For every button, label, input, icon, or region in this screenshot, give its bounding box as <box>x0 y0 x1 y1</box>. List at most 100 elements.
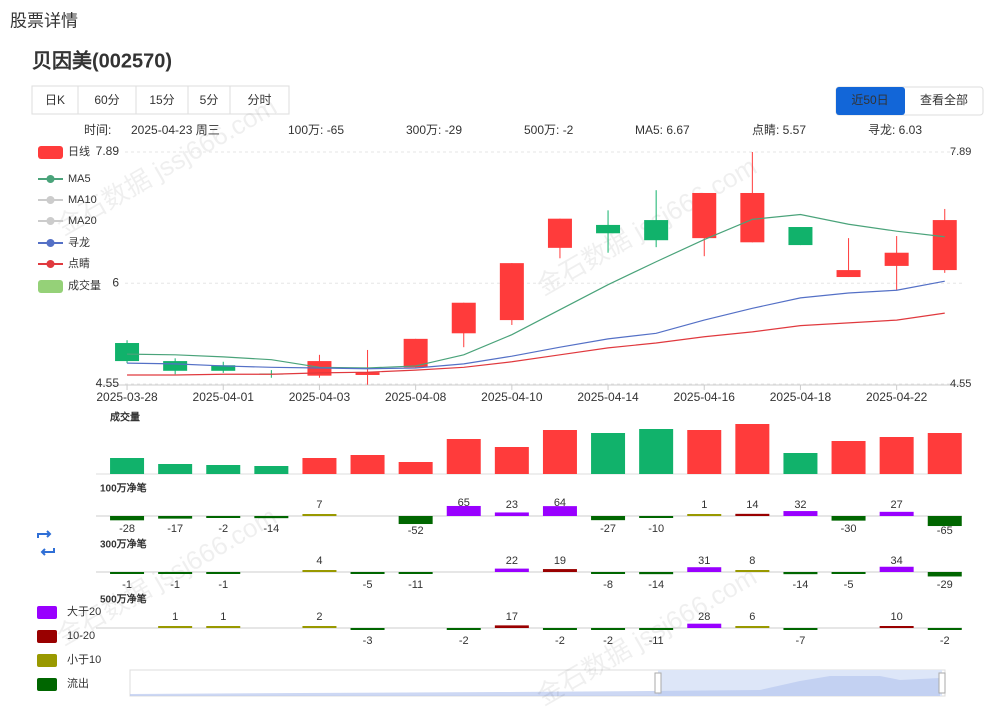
net-bar <box>639 572 674 575</box>
net-bar <box>542 506 577 516</box>
legend-label: 10-20 <box>67 630 95 642</box>
value-label: 1 <box>220 611 226 623</box>
value-label: -65 <box>937 525 953 537</box>
net-bar <box>446 628 481 630</box>
ma-line <box>127 312 945 376</box>
net-bar <box>494 568 529 572</box>
net-bar <box>446 505 481 516</box>
legend-swatch <box>38 280 63 293</box>
x-tick-label: 2025-04-22 <box>866 390 928 404</box>
x-tick-label: 2025-04-10 <box>481 390 543 404</box>
y-limit-label: 7.89 <box>950 146 971 158</box>
ma-line <box>127 213 945 369</box>
legend-label[interactable]: 点睛 <box>68 257 90 270</box>
value-label: 1 <box>172 611 178 623</box>
value-label: 4 <box>316 555 322 567</box>
net-bar <box>639 628 674 630</box>
volume-bar <box>591 433 626 474</box>
legend-label[interactable]: MA20 <box>68 215 97 227</box>
value-label: 22 <box>506 555 518 567</box>
value-label: 65 <box>458 497 470 509</box>
tab[interactable]: 60分 <box>94 93 119 107</box>
net-bar <box>591 628 626 630</box>
volume-bar <box>110 458 145 474</box>
candle-body <box>499 263 524 321</box>
page-title: 股票详情 <box>10 11 78 30</box>
value-label: -11 <box>408 579 423 591</box>
value-label: -28 <box>119 523 135 535</box>
net-bar <box>687 514 722 516</box>
value-label: -5 <box>844 579 854 591</box>
candle-body <box>644 220 669 241</box>
zoom-handle[interactable] <box>654 672 662 694</box>
candle-body <box>355 372 380 375</box>
volume-bar <box>158 464 193 474</box>
value-label: -11 <box>649 635 664 647</box>
tab[interactable]: 分时 <box>247 93 271 107</box>
volume-bar <box>446 439 481 474</box>
value-label: -5 <box>363 579 373 591</box>
net-bar <box>687 567 722 572</box>
net-bar <box>927 516 962 527</box>
net-bar <box>110 572 145 574</box>
legend-swatch <box>46 196 55 204</box>
legend-label[interactable]: 寻龙 <box>68 236 90 249</box>
value-label: 10 <box>891 611 903 623</box>
volume-bar <box>831 441 866 474</box>
net-bar <box>398 572 433 574</box>
candle-body <box>451 302 476 334</box>
volume-bar <box>542 430 577 474</box>
tab[interactable]: 5分 <box>200 93 219 107</box>
legend-label[interactable]: MA5 <box>68 173 91 185</box>
value-label: 23 <box>506 499 518 511</box>
tab[interactable]: 15分 <box>149 93 174 107</box>
value-label: -2 <box>603 635 613 647</box>
net-bar <box>927 572 962 577</box>
candle-body <box>932 220 957 271</box>
legend-label: 大于20 <box>67 604 101 618</box>
candle-body <box>884 252 909 266</box>
value-label: -7 <box>796 635 806 647</box>
value-label: -52 <box>408 525 424 537</box>
x-tick-label: 2025-04-14 <box>577 390 639 404</box>
net-bar <box>591 572 626 574</box>
range-button[interactable]: 查看全部 <box>920 92 968 107</box>
range-button[interactable]: 近50日 <box>851 93 888 107</box>
net-bar <box>542 628 577 630</box>
info-item: 100万: -65 <box>288 123 344 137</box>
legend-label[interactable]: MA10 <box>68 194 97 206</box>
range-active <box>836 87 905 115</box>
legend-label[interactable]: 成交量 <box>68 278 101 292</box>
value-label: 8 <box>749 555 755 567</box>
value-label: 14 <box>746 499 758 511</box>
volume-bar <box>927 433 962 474</box>
net-bar <box>158 516 193 519</box>
panel-title: 300万净笔 <box>100 538 147 551</box>
candle-body <box>740 192 765 243</box>
panel-title: 500万净笔 <box>100 593 147 606</box>
legend-label[interactable]: 日线 <box>68 144 90 158</box>
net-bar <box>879 511 914 516</box>
value-label: 1 <box>701 499 707 511</box>
candle-body <box>692 192 717 239</box>
value-label: -2 <box>940 635 950 647</box>
net-bar <box>879 626 914 628</box>
swap-icon[interactable] <box>37 530 55 556</box>
volume-bar <box>494 447 529 474</box>
net-bar <box>206 626 241 628</box>
tab[interactable]: 日K <box>45 93 65 107</box>
net-bar <box>831 516 866 521</box>
value-label: 32 <box>794 499 806 511</box>
zoom-handle[interactable] <box>938 672 946 694</box>
value-label: 64 <box>554 497 566 509</box>
legend-swatch <box>46 217 55 225</box>
legend-swatch <box>46 260 55 268</box>
value-label: -14 <box>792 579 808 591</box>
net-bar <box>158 572 193 574</box>
net-bar <box>206 572 241 574</box>
x-tick-label: 2025-03-28 <box>96 390 158 404</box>
net-bar <box>110 516 145 521</box>
legend-swatch <box>46 239 55 247</box>
value-label: 28 <box>698 611 710 623</box>
